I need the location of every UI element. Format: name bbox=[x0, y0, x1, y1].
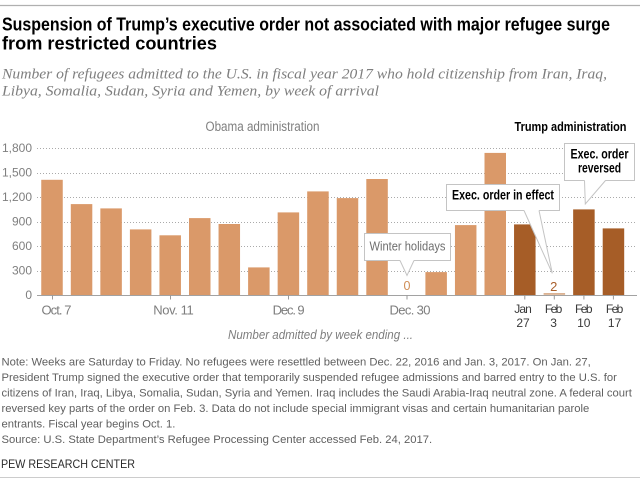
svg-text:citizens of Iran, Iraq, Libya,: citizens of Iran, Iraq, Libya, Somalia, … bbox=[2, 387, 633, 399]
svg-text:10: 10 bbox=[577, 316, 591, 330]
svg-text:1,800: 1,800 bbox=[2, 141, 32, 155]
svg-text:900: 900 bbox=[12, 215, 32, 229]
svg-text:600: 600 bbox=[12, 239, 32, 253]
svg-text:2: 2 bbox=[550, 279, 557, 294]
svg-text:Trump administration: Trump administration bbox=[515, 119, 627, 134]
svg-text:reversed: reversed bbox=[578, 161, 621, 176]
svg-text:27: 27 bbox=[516, 316, 530, 330]
svg-text:300: 300 bbox=[12, 264, 32, 278]
svg-text:Feb: Feb bbox=[606, 302, 624, 316]
svg-text:Number of refugees admitted to: Number of refugees admitted to the U.S. … bbox=[1, 67, 607, 83]
svg-text:entrants. Fiscal year begins O: entrants. Fiscal year begins Oct. 1. bbox=[2, 418, 176, 430]
svg-text:from restricted countries: from restricted countries bbox=[2, 33, 217, 54]
svg-text:1,500: 1,500 bbox=[2, 166, 32, 180]
svg-text:Exec. order: Exec. order bbox=[571, 147, 630, 162]
svg-text:0: 0 bbox=[25, 288, 32, 302]
svg-text:Exec. order in effect: Exec. order in effect bbox=[452, 188, 554, 203]
svg-text:President Trump signed the exe: President Trump signed the executive ord… bbox=[2, 372, 618, 384]
svg-text:Libya, Somalia, Sudan, Syria a: Libya, Somalia, Sudan, Syria and Yemen, … bbox=[1, 84, 379, 100]
svg-text:17: 17 bbox=[608, 316, 622, 330]
svg-text:Number admitted by week ending: Number admitted by week ending ... bbox=[228, 328, 413, 342]
svg-text:PEW RESEARCH CENTER: PEW RESEARCH CENTER bbox=[1, 457, 135, 471]
svg-text:Nov. 11: Nov. 11 bbox=[153, 302, 194, 317]
svg-text:Feb: Feb bbox=[575, 302, 593, 316]
svg-text:Oct. 7: Oct. 7 bbox=[42, 302, 72, 317]
svg-text:3: 3 bbox=[550, 316, 557, 330]
svg-text:Obama administration: Obama administration bbox=[206, 119, 320, 134]
svg-text:Source: U.S. State Department’: Source: U.S. State Department’s Refugee … bbox=[2, 434, 433, 446]
svg-text:reversed key parts of the orde: reversed key parts of the order on Feb. … bbox=[2, 403, 590, 415]
svg-text:Suspension of Trump’s executiv: Suspension of Trump’s executive order no… bbox=[2, 14, 610, 35]
svg-text:Note: Weeks are Saturday to Fr: Note: Weeks are Saturday to Friday. No r… bbox=[2, 357, 591, 369]
svg-text:Dec. 30: Dec. 30 bbox=[390, 302, 431, 317]
svg-text:Dec. 9: Dec. 9 bbox=[273, 302, 305, 317]
svg-text:Winter holidays: Winter holidays bbox=[370, 239, 446, 254]
svg-text:0: 0 bbox=[404, 279, 411, 293]
svg-text:Feb: Feb bbox=[545, 302, 563, 316]
svg-text:Jan: Jan bbox=[514, 302, 532, 316]
svg-text:1,200: 1,200 bbox=[2, 190, 32, 204]
